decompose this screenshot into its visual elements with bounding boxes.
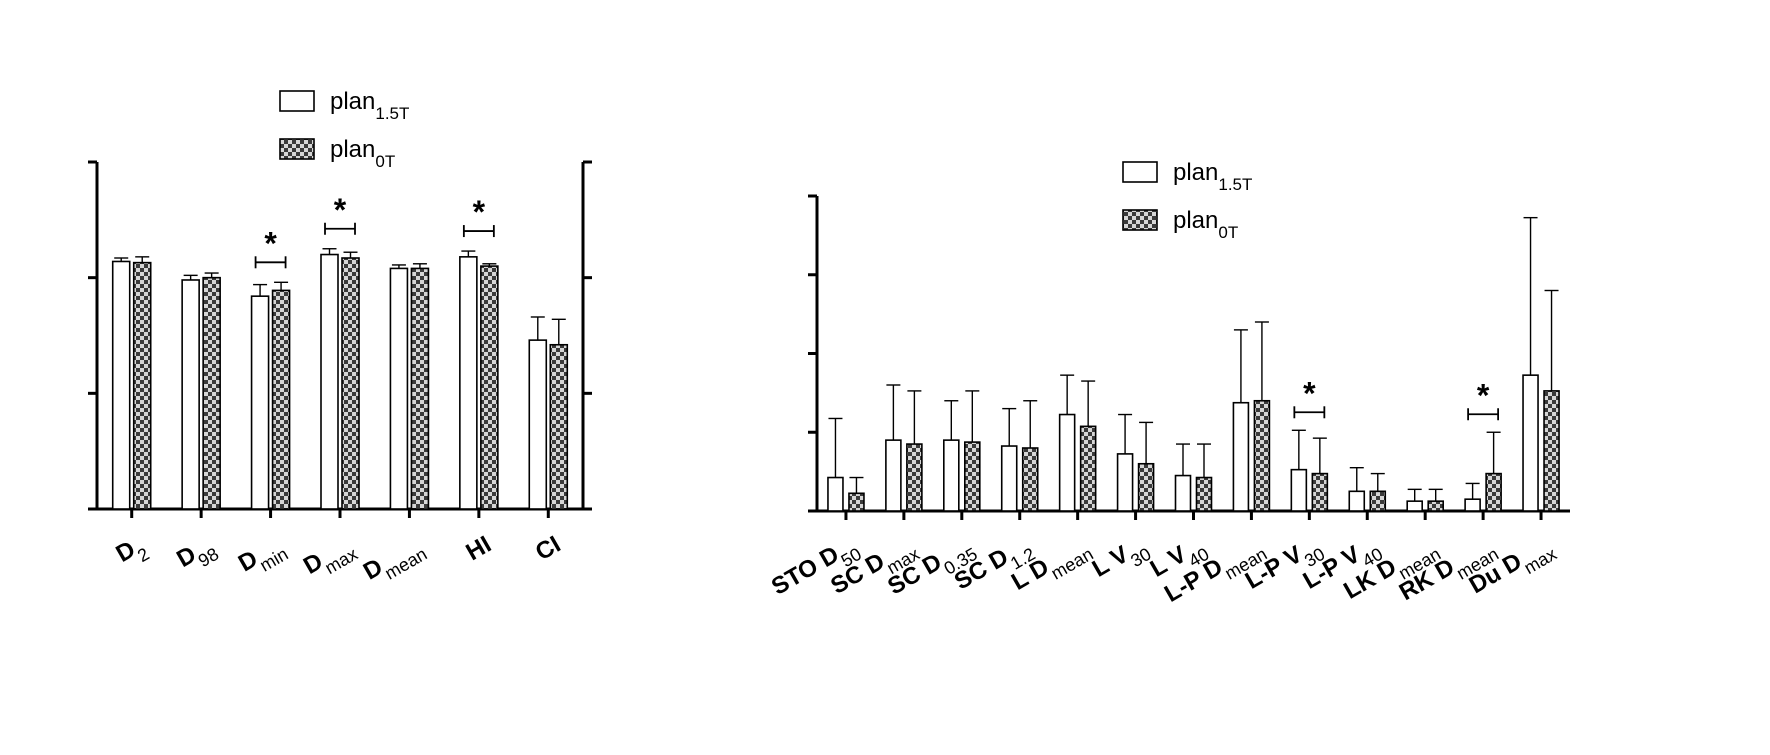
a-significance-1-star: * xyxy=(334,192,347,228)
x-tick-label: Dmax xyxy=(299,531,361,587)
a-1.5t-4-bar xyxy=(389,267,409,510)
b-0t-8-bar xyxy=(1311,472,1329,512)
a-significance-0-star: * xyxy=(264,225,277,261)
b-1.5t-10-bar xyxy=(1406,500,1423,512)
b-1.5t-5-bar xyxy=(1116,453,1134,512)
a-0t-4-bar xyxy=(410,267,430,510)
x-tick-label: L V30 xyxy=(1088,531,1155,590)
a-0t-2-bar xyxy=(271,289,291,510)
b-1.5t-2-bar xyxy=(943,439,960,512)
b-1.5t-1-bar xyxy=(885,439,902,512)
b-1.5t-3-bar xyxy=(1000,445,1018,512)
a-significance-2-star: * xyxy=(473,194,486,230)
legend-swatch-1.5t xyxy=(279,90,315,112)
b-0t-7-bar xyxy=(1253,399,1271,512)
b-0t-10-bar xyxy=(1427,500,1444,512)
legend-label-1.5t: plan1.5T xyxy=(330,88,409,123)
b-significance-1-star: * xyxy=(1477,377,1490,413)
a-1.5t-5-bar xyxy=(459,256,478,510)
legend-label-0t: plan0T xyxy=(330,136,395,171)
x-tick-label: Dmean xyxy=(359,531,431,592)
a-0t-5-bar xyxy=(480,265,499,510)
b-0t-5-bar xyxy=(1137,462,1155,512)
legend-label-0t: plan0T xyxy=(1173,207,1238,242)
a-0t-3-bar xyxy=(341,257,360,510)
x-tick-label: L Dmean xyxy=(1007,531,1097,603)
a-1.5t-6-bar xyxy=(528,339,548,510)
b-0t-12-bar xyxy=(1543,390,1560,512)
a-0t-6-bar xyxy=(549,343,569,510)
b-0t-6-bar xyxy=(1195,476,1213,512)
b-1.5t-7-bar xyxy=(1232,401,1250,512)
b-0t-2-bar xyxy=(964,441,981,512)
b-1.5t-12-bar xyxy=(1522,374,1539,512)
x-tick-label: CI xyxy=(531,531,565,566)
a-1.5t-1-bar xyxy=(181,279,200,510)
legend-swatch-0t xyxy=(279,138,315,160)
a-1.5t-2-bar xyxy=(250,295,270,510)
x-tick-label: D98 xyxy=(172,531,222,580)
b-0t-1-bar xyxy=(906,443,923,512)
b-1.5t-9-bar xyxy=(1348,490,1366,512)
legend-swatch-1.5t xyxy=(1122,161,1158,183)
b-1.5t-11-bar xyxy=(1464,498,1481,512)
a-0t-0-bar xyxy=(132,261,152,510)
b-1.5t-4-bar xyxy=(1058,413,1076,512)
b-1.5t-8-bar xyxy=(1290,468,1308,512)
b-0t-3-bar xyxy=(1021,447,1039,512)
a-1.5t-0-bar xyxy=(111,260,131,510)
b-0t-0-bar xyxy=(848,492,865,512)
b-0t-4-bar xyxy=(1079,425,1097,512)
x-tick-label: HI xyxy=(462,531,496,566)
a-0t-1-bar xyxy=(202,276,221,510)
x-tick-label: D2 xyxy=(112,531,153,575)
b-0t-9-bar xyxy=(1369,490,1387,512)
b-0t-11-bar xyxy=(1485,472,1502,512)
x-tick-label: Dmin xyxy=(234,531,292,584)
a-1.5t-3-bar xyxy=(320,253,339,510)
x-tick-label: Du Dmax xyxy=(1465,531,1560,606)
legend-label-1.5t: plan1.5T xyxy=(1173,159,1252,194)
legend-swatch-0t xyxy=(1122,209,1158,231)
b-1.5t-0-bar xyxy=(827,476,844,512)
b-significance-0-star: * xyxy=(1303,375,1316,411)
b-1.5t-6-bar xyxy=(1174,474,1192,512)
